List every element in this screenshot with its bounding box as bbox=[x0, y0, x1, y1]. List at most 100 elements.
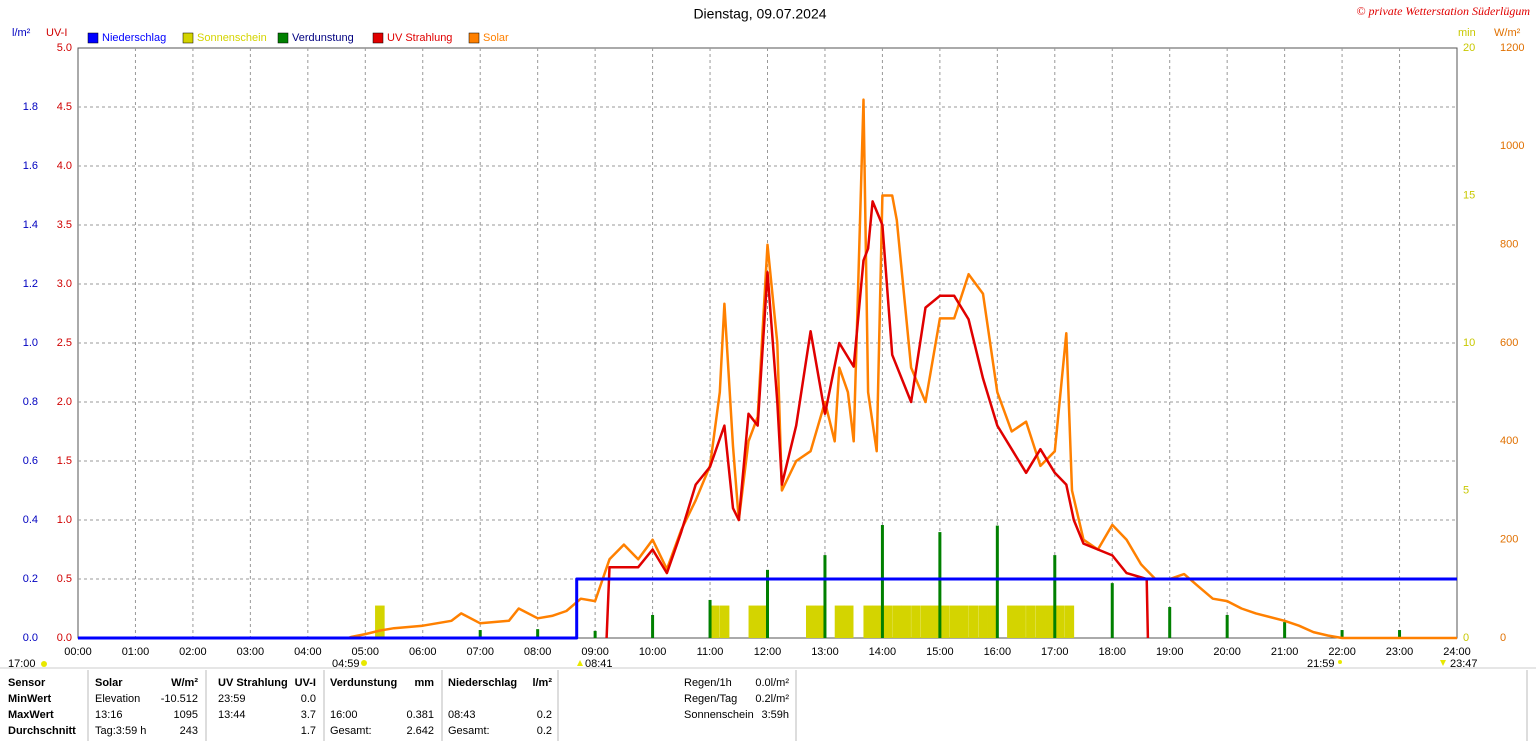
evaporation-spike bbox=[536, 629, 540, 638]
sunshine-bar bbox=[949, 605, 960, 638]
sunshine-bar bbox=[805, 605, 816, 638]
y-tick-label: 3.0 bbox=[57, 278, 72, 290]
sunshine-bar bbox=[748, 605, 759, 638]
summary-name: Sonnenschein bbox=[684, 709, 754, 721]
x-tick-label: 10:00 bbox=[639, 646, 667, 658]
evaporation-spike bbox=[766, 569, 769, 638]
x-tick-label: 21:00 bbox=[1271, 646, 1299, 658]
axis-label: UV-I bbox=[46, 27, 67, 39]
sunshine-bar bbox=[1035, 605, 1046, 638]
summary-value: 0.0l/m² bbox=[755, 677, 789, 689]
sunshine-bar bbox=[710, 605, 720, 638]
cell-value: 243 bbox=[180, 725, 198, 737]
axis-label: min bbox=[1458, 27, 1476, 39]
y-tick-label: 3.5 bbox=[57, 219, 72, 231]
x-tick-label: 01:00 bbox=[122, 646, 150, 658]
summary-name: Regen/Tag bbox=[684, 693, 737, 705]
legend-label: UV Strahlung bbox=[387, 32, 452, 44]
evaporation-spike bbox=[1110, 583, 1114, 638]
time-annotation: 23:47 bbox=[1450, 658, 1478, 670]
x-tick-label: 12:00 bbox=[754, 646, 782, 658]
cell-value: 3.7 bbox=[301, 709, 316, 721]
x-tick-label: 13:00 bbox=[811, 646, 839, 658]
evaporation-spike bbox=[1283, 622, 1287, 638]
evaporation-spike bbox=[478, 630, 482, 638]
y-tick-label: 1000 bbox=[1500, 140, 1524, 152]
x-tick-label: 11:00 bbox=[697, 646, 724, 658]
chart-title: Dienstag, 09.07.2024 bbox=[693, 6, 826, 22]
y-tick-label: 0.0 bbox=[57, 632, 72, 644]
cell-name: Niederschlag bbox=[448, 677, 517, 689]
x-tick-label: 15:00 bbox=[926, 646, 954, 658]
legend-swatch bbox=[468, 32, 480, 44]
cell-value: 2.642 bbox=[406, 725, 434, 737]
axis-label: l/m² bbox=[12, 27, 31, 39]
cell-name: Tag:3:59 h bbox=[95, 725, 146, 737]
summary-name: Regen/1h bbox=[684, 677, 732, 689]
time-annotation: 17:00 bbox=[8, 658, 36, 670]
legend-label: Sonnenschein bbox=[197, 32, 267, 44]
sunshine-bar bbox=[1064, 605, 1075, 638]
x-tick-label: 06:00 bbox=[409, 646, 437, 658]
evaporation-spike bbox=[708, 599, 712, 638]
summary-value: 0.2l/m² bbox=[755, 693, 789, 705]
sunshine-bar bbox=[719, 605, 730, 638]
sunshine-bar bbox=[1045, 605, 1055, 638]
sunshine-bar bbox=[834, 605, 845, 638]
cell-value: 0.381 bbox=[406, 709, 434, 721]
axis-label: W/m² bbox=[1494, 27, 1521, 39]
x-tick-label: 19:00 bbox=[1156, 646, 1184, 658]
y-tick-label: 200 bbox=[1500, 534, 1518, 546]
evaporation-spike bbox=[1225, 614, 1229, 638]
cell-value: 1.7 bbox=[301, 725, 316, 737]
y-tick-label: 0.5 bbox=[57, 573, 72, 585]
sunshine-bar bbox=[968, 605, 979, 638]
cell-value: 1095 bbox=[174, 709, 198, 721]
y-tick-label: 0.8 bbox=[23, 396, 38, 408]
x-tick-label: 00:00 bbox=[64, 646, 92, 658]
y-tick-label: 400 bbox=[1500, 435, 1518, 447]
sunshine-bar bbox=[901, 605, 911, 638]
y-tick-label: 1.0 bbox=[23, 337, 38, 349]
evaporation-spike bbox=[995, 525, 999, 638]
x-tick-label: 20:00 bbox=[1213, 646, 1241, 658]
legend-label: Verdunstung bbox=[292, 32, 354, 44]
evaporation-spike bbox=[1053, 555, 1057, 638]
credit: © private Wetterstation Süderlügum bbox=[1356, 4, 1530, 18]
time-annotation: 08:41 bbox=[585, 658, 613, 670]
sunshine-bar bbox=[1026, 605, 1036, 638]
x-tick-label: 16:00 bbox=[984, 646, 1012, 658]
series-line bbox=[605, 200, 1150, 639]
sunshine-bar bbox=[1054, 605, 1065, 638]
cell-name: Gesamt: bbox=[448, 725, 490, 737]
sunshine-bar bbox=[920, 605, 931, 638]
cell-value: l/m² bbox=[532, 677, 552, 689]
sunshine-bar bbox=[958, 605, 969, 638]
sunshine-bar bbox=[1007, 605, 1017, 638]
sunshine-bar bbox=[978, 605, 988, 638]
cell-name: Elevation bbox=[95, 693, 140, 705]
sunshine-bar bbox=[882, 605, 892, 638]
legend-label: Niederschlag bbox=[102, 32, 166, 44]
legend-label: Solar bbox=[483, 32, 509, 44]
sunshine-bar bbox=[987, 605, 998, 638]
sunshine-bar bbox=[939, 605, 950, 638]
cell-name: 08:43 bbox=[448, 709, 476, 721]
sunshine-bar bbox=[911, 605, 921, 638]
cell-name: UV Strahlung bbox=[218, 677, 288, 689]
row-label: Sensor bbox=[8, 677, 46, 689]
y-tick-label: 1.6 bbox=[23, 160, 38, 172]
evaporation-spike bbox=[593, 630, 597, 638]
y-tick-label: 5.0 bbox=[57, 42, 72, 54]
x-tick-label: 05:00 bbox=[352, 646, 380, 658]
cell-name: 23:59 bbox=[218, 693, 246, 705]
cell-name: Gesamt: bbox=[330, 725, 372, 737]
sunshine-bar bbox=[892, 605, 902, 638]
legend-swatch bbox=[372, 32, 384, 44]
y-tick-label: 2.0 bbox=[57, 396, 72, 408]
y-tick-label: 0.0 bbox=[23, 632, 38, 644]
y-tick-label: 0 bbox=[1500, 632, 1506, 644]
sunshine-bar bbox=[863, 605, 874, 638]
table-separators bbox=[87, 670, 1528, 741]
